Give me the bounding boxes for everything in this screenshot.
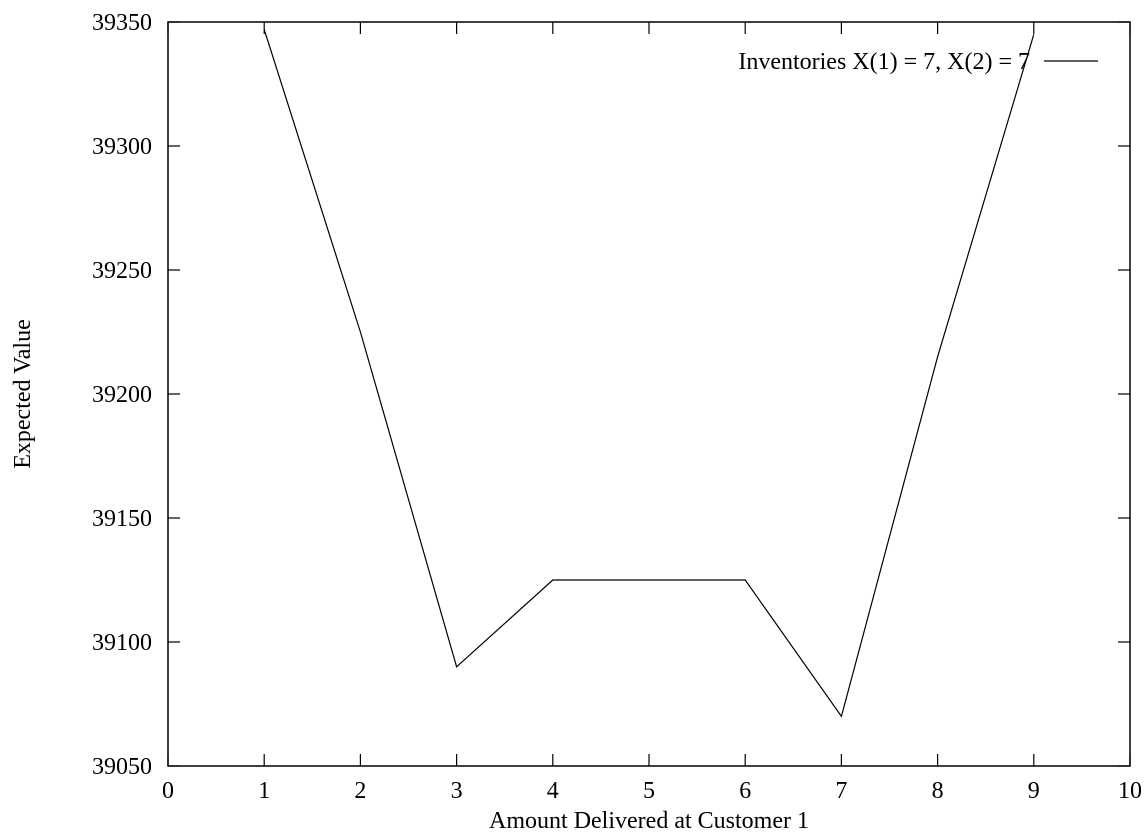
x-tick-label: 9: [1028, 778, 1040, 804]
x-tick-label: 4: [547, 778, 559, 804]
y-axis-ticks: 39050 39100 39150 39200 39250 39300 39350: [92, 10, 1130, 780]
y-tick-label: 39300: [92, 134, 152, 160]
x-tick-label: 10: [1118, 778, 1142, 804]
y-tick-label: 39100: [92, 630, 152, 656]
x-axis-title: Amount Delivered at Customer 1: [489, 808, 809, 834]
series-line-0: [263, 29, 1035, 718]
x-tick-label: 2: [354, 778, 366, 804]
y-tick-label: 39150: [92, 506, 152, 532]
y-tick-label: 39350: [92, 10, 152, 36]
x-tick-label: 8: [932, 778, 944, 804]
x-tick-label: 5: [643, 778, 655, 804]
x-tick-label: 1: [258, 778, 270, 804]
x-tick-label: 6: [739, 778, 751, 804]
legend-label: Inventories X(1) = 7, X(2) = 7: [738, 49, 1030, 75]
x-tick-label: 0: [162, 778, 174, 804]
y-tick-label: 39250: [92, 258, 152, 284]
x-tick-label: 3: [451, 778, 463, 804]
plot-frame: [167, 21, 1131, 767]
legend: Inventories X(1) = 7, X(2) = 7: [738, 49, 1098, 75]
y-tick-label: 39050: [92, 754, 152, 780]
series-layer: [263, 29, 1035, 718]
x-axis-ticks: 0 1 2 3 4 5 6 7 8 9 10: [162, 22, 1142, 804]
x-tick-label: 7: [835, 778, 847, 804]
y-axis-title: Expected Value: [10, 319, 36, 469]
y-tick-label: 39200: [92, 382, 152, 408]
